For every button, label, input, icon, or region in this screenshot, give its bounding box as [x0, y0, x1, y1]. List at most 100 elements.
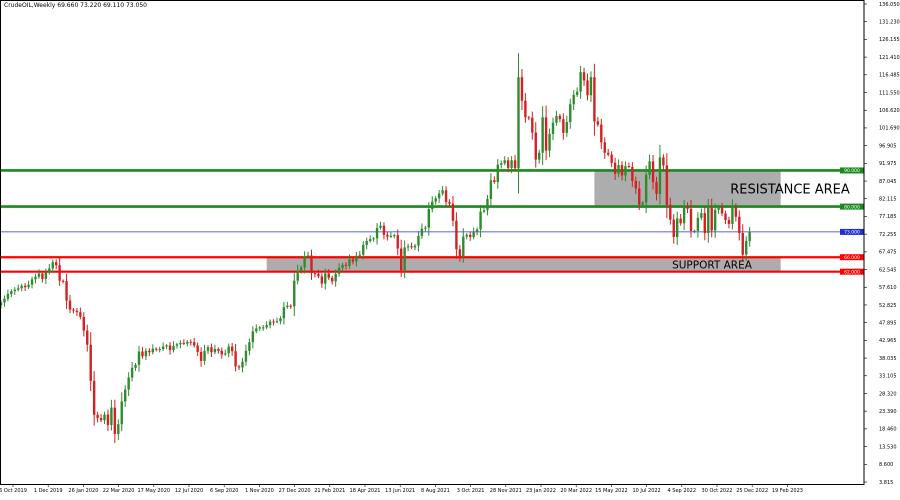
candle-body	[3, 298, 6, 303]
candle-body	[262, 327, 265, 329]
candle-body	[37, 273, 41, 277]
candle-body	[20, 285, 23, 289]
candle-body	[513, 160, 517, 169]
candle-body	[413, 245, 417, 248]
level-tag-support-top	[840, 254, 864, 261]
candle-body	[658, 157, 662, 194]
candle-body	[527, 117, 531, 119]
price-tick-label: 28.320	[879, 391, 897, 397]
time-tick-label: 22 Mar 2020	[103, 488, 135, 494]
candle-body	[293, 280, 296, 307]
candle-body	[279, 318, 282, 322]
time-tick-label: 18 Apr 2021	[350, 488, 381, 494]
candle-body	[289, 305, 292, 307]
candle-body	[248, 342, 251, 351]
candle-body	[434, 198, 437, 202]
candle-body	[237, 366, 241, 368]
candle-body	[358, 254, 361, 256]
time-tick-label: 1 Dec 2019	[34, 488, 63, 494]
candle-body	[48, 268, 51, 273]
price-tick-label: 101.690	[879, 126, 900, 132]
candle-body	[496, 164, 499, 183]
level-tag-resistance-bottom	[840, 203, 864, 210]
candle-body	[75, 310, 79, 313]
candle-body	[106, 414, 110, 425]
candle-body	[179, 342, 182, 345]
candle-body	[458, 249, 462, 257]
candle-body	[227, 346, 230, 354]
candle-body	[607, 152, 610, 155]
candle-body	[382, 225, 386, 235]
candle-body	[168, 345, 172, 351]
candle-body	[334, 273, 337, 282]
price-tick-label: 3.815	[879, 480, 893, 486]
time-tick-label: 28 Nov 2021	[490, 488, 522, 494]
level-tag-resistance-top	[840, 167, 864, 174]
price-tick-label: 8.600	[879, 462, 893, 468]
candle-body	[230, 346, 234, 352]
price-tick-label: 121.410	[879, 55, 900, 61]
candle-body	[196, 345, 199, 352]
candle-body	[17, 288, 20, 290]
price-tick-label: 82.115	[879, 197, 897, 203]
candle-body	[144, 350, 148, 357]
candle-body	[217, 349, 220, 351]
candle-body	[341, 264, 344, 269]
candle-body	[462, 236, 465, 257]
candle-body	[558, 115, 562, 120]
candles-layer	[0, 53, 751, 443]
price-tick-label: 67.475	[879, 250, 897, 256]
candle-body	[220, 350, 223, 355]
time-tick-label: 20 Mar 2022	[560, 488, 592, 494]
candle-body	[86, 330, 89, 345]
candle-body	[651, 161, 655, 183]
time-tick-label: 21 Feb 2021	[314, 488, 345, 494]
candle-body	[696, 217, 700, 231]
level-tag-text: 73.000	[844, 230, 860, 236]
candle-body	[317, 273, 320, 277]
candle-body	[627, 166, 631, 168]
price-tick-label: 33.105	[879, 374, 897, 380]
candle-body	[241, 361, 244, 368]
candle-body	[500, 163, 503, 165]
candle-body	[579, 72, 582, 92]
candle-body	[23, 285, 27, 288]
time-tick-label: 3 Oct 2021	[457, 488, 485, 494]
candle-body	[655, 182, 658, 194]
candle-body	[265, 325, 268, 328]
time-tick-label: 15 May 2022	[595, 488, 628, 494]
candle-body	[272, 321, 275, 323]
candle-body	[724, 213, 727, 220]
candle-body	[396, 235, 399, 249]
candle-body	[141, 351, 144, 357]
candle-body	[244, 350, 248, 362]
level-tag-text: 80.000	[844, 204, 860, 210]
price-tick-label: 72.255	[879, 232, 897, 238]
price-tick-label: 18.460	[879, 427, 897, 433]
zone-labels-layer: RESISTANCE AREA SUPPORT AREA	[672, 183, 850, 272]
price-tick-label: 91.975	[879, 161, 897, 167]
candle-body	[741, 232, 744, 255]
candle-body	[110, 407, 113, 425]
candle-body	[400, 248, 403, 271]
time-tick-label: 26 Jan 2020	[68, 488, 98, 494]
candle-body	[165, 345, 168, 347]
resistance-area-label: RESISTANCE AREA	[730, 183, 850, 198]
candle-body	[182, 342, 186, 344]
candle-body	[224, 353, 227, 355]
price-tick-label: 47.895	[879, 320, 897, 326]
candle-body	[569, 104, 572, 123]
candle-body	[669, 204, 672, 220]
candle-body	[734, 206, 738, 217]
time-tick-label: 1 Nov 2020	[245, 488, 274, 494]
candle-body	[206, 347, 210, 351]
plot-border	[0, 0, 865, 485]
candle-body	[448, 201, 451, 204]
candle-body	[337, 268, 341, 274]
time-tick-label: 8 Aug 2021	[421, 488, 450, 494]
candle-body	[72, 309, 75, 311]
candle-body	[30, 279, 34, 285]
candle-body	[92, 380, 96, 415]
price-tick-label: 111.550	[879, 90, 900, 96]
